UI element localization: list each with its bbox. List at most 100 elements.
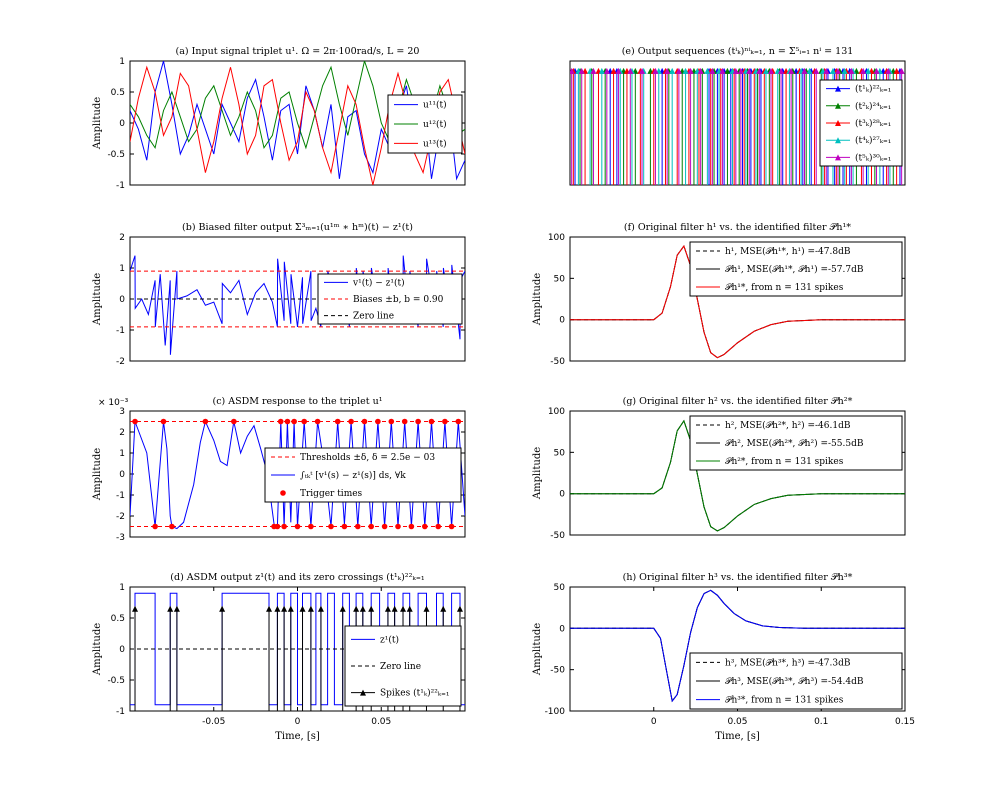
legend-label: Spikes (t¹ₖ)²²ₖ₌₁ [380,688,449,699]
series-d-2-marker [299,605,306,612]
y-tick-label: 50 [554,448,566,458]
series-c-2-point [401,418,408,425]
series-h-2-line [570,589,905,703]
series-c-2-point [442,418,448,425]
series-c-2-point [348,418,354,425]
panel-e: (e) Output sequences (tⁱₖ)ⁿⁱₖ₌₁, n = Σ⁵ᵢ… [569,46,906,186]
series-c-2-point [408,523,415,530]
y-tick-label: -50 [550,531,565,541]
series-e-4-marker [768,67,774,74]
y-tick-label: 1 [119,57,125,67]
series-c-2-point [308,523,314,530]
series-d-2-marker [339,605,346,612]
y-tick-label: -2 [116,512,125,522]
series-c-2-point [455,418,462,425]
y-tick-label: 0 [559,316,565,326]
series-e-4-marker [675,67,682,74]
series-e-4-marker [801,67,808,74]
x-tick-label: 0.1 [814,717,828,727]
series-e-4-marker [848,67,855,74]
y-tick-label: 50 [554,583,566,593]
series-c-2-point [169,523,175,530]
legend-d: z¹(t) Zero line Spikes (t¹ₖ)²²ₖ₌₁ [344,625,462,707]
series-c-2-point [428,418,435,425]
series-d-2-marker [406,605,413,612]
y-tick-label: 1 [119,449,125,459]
series-e-4-marker [778,67,785,74]
legend-label: Trigger times [300,489,363,499]
y-tick-label: -0.5 [107,676,125,686]
legend-label: 𝒫h¹, MSE(𝒫h¹*, 𝒫h¹) =-57.7dB [725,264,864,275]
y-tick-label: 0 [119,295,125,305]
panel-f: (f) Original filter h¹ vs. the identifie… [532,222,906,367]
series-c-2-point [281,523,287,530]
legend-e: (t¹ₖ)²²ₖ₌₁ (t²ₖ)²⁴ₖ₌₁ (t³ₖ)²⁸ₖ₌₁ (t⁴ₖ)²⁷ₖ₌₁… [819,79,903,167]
series-d-2-marker [167,605,174,612]
series-c-2-point [341,523,348,530]
series-d-2-marker [391,605,398,612]
series-e-4-marker [719,67,726,74]
y-tick-label: 0 [119,470,125,480]
series-c-2-point [274,523,281,530]
series-d-2-marker [132,605,139,612]
y-tick-label: 3 [119,407,125,417]
chart-title: (d) ASDM output z¹(t) and its zero cross… [170,572,425,583]
series-c-2-point [355,523,361,530]
series-c-2-point [448,523,455,530]
legend-label: (t²ₖ)²⁴ₖ₌₁ [855,101,891,112]
series-c-2-point [277,418,284,425]
series-d-2-marker [423,605,430,612]
chart-title: (g) Original filter h² vs. the identifie… [623,396,853,407]
series-e-2-marker [610,67,617,74]
series-d-2-marker [400,605,407,612]
chart-title: (c) ASDM response to the triplet u¹ [213,396,383,407]
series-e-4-marker [570,67,575,74]
chart-title: (f) Original filter h¹ vs. the identifie… [624,222,851,233]
legend-label: u¹¹(t) [423,100,447,111]
series-c-2-point [301,418,308,425]
series-c-2-point [361,418,368,425]
y-tick-label: 0 [559,490,565,500]
series-e-4-marker [835,67,841,74]
series-e-4-marker [885,67,892,74]
y-tick-label: 100 [548,233,565,243]
series-d-2-marker [353,605,360,612]
series-c-2-point [132,418,138,425]
legend-label: u¹³(t) [423,138,447,149]
series-e-3-marker [841,67,848,74]
series-d-2-marker [266,605,273,612]
legend-b: v¹(t) − z¹(t) Biases ±b, b = 0.90 Zero lin… [317,273,463,325]
x-tick-label: 0.15 [895,717,915,727]
legend-label: h³, MSE(𝒫h³*, h³) =-47.3dB [725,657,851,668]
series-d-2-marker [384,605,391,612]
legend-marker [360,689,366,696]
series-c-2-point [334,418,341,425]
series-e-3-marker [598,67,605,74]
y-axis-label: Amplitude [532,623,543,676]
legend-box [689,415,903,471]
legend-marker [835,137,841,144]
legend-label: u¹²(t) [423,119,447,130]
series-e-3-marker [865,67,872,74]
y-tick-label: 0 [119,645,125,655]
legend-marker [835,154,841,161]
series-f-2-line [570,245,905,359]
series-e-4-marker [627,67,634,74]
legend-label: 𝒫h³, MSE(𝒫h³*, 𝒫h³) =-54.4dB [725,676,864,687]
series-e-4-marker [788,67,795,74]
chart-title: (b) Biased filter output Σ³ₘ₌₁(u¹ᵐ ∗ hᵐ)… [182,222,413,233]
y-tick-label: 0 [559,624,565,634]
series-e-4-marker [873,67,880,74]
y-tick-label: -1 [116,326,125,336]
legend-label: h¹, MSE(𝒫h¹*, h¹) =-47.8dB [725,246,851,257]
series-e-1-marker [724,67,731,74]
series-d-2-marker [440,605,447,612]
series-e-4-marker [652,67,659,74]
series-e-4-marker [590,67,597,74]
chart-title: (a) Input signal triplet u¹. Ω = 2π·100r… [176,46,420,57]
legend-label: (t³ₖ)²⁸ₖ₌₁ [855,118,891,129]
series-c-2-point [231,418,237,425]
series-d-2-marker [359,605,366,612]
series-e-4-marker [737,67,744,74]
